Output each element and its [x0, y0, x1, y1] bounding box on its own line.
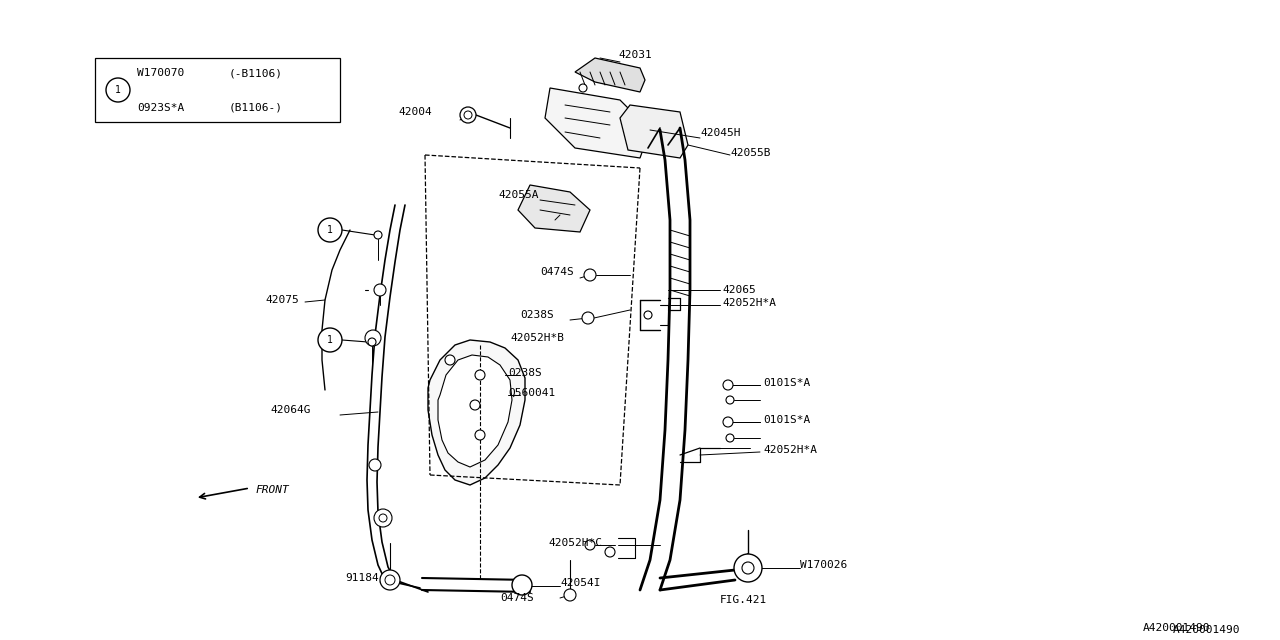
Circle shape [723, 380, 733, 390]
Text: FIG.421: FIG.421 [719, 595, 767, 605]
Text: W170070: W170070 [137, 68, 184, 78]
Circle shape [723, 417, 733, 427]
Circle shape [374, 509, 392, 527]
Text: 0101S*A: 0101S*A [763, 415, 810, 425]
Text: FRONT: FRONT [255, 485, 289, 495]
Text: 1: 1 [328, 335, 333, 345]
Circle shape [726, 396, 733, 404]
Circle shape [512, 575, 532, 595]
Polygon shape [428, 340, 525, 485]
Circle shape [470, 400, 480, 410]
Text: 1: 1 [328, 225, 333, 235]
Text: 42065: 42065 [722, 285, 755, 295]
Circle shape [742, 562, 754, 574]
Circle shape [564, 589, 576, 601]
Text: 0238S: 0238S [508, 368, 541, 378]
Text: 42054I: 42054I [561, 578, 600, 588]
Text: 42075: 42075 [265, 295, 298, 305]
Text: 0474S: 0474S [500, 593, 534, 603]
Circle shape [584, 269, 596, 281]
Text: A420001490: A420001490 [1172, 625, 1240, 635]
Circle shape [465, 111, 472, 119]
Text: 42052H*A: 42052H*A [763, 445, 817, 455]
Text: 0923S*A: 0923S*A [137, 103, 184, 113]
Text: 42004: 42004 [398, 107, 431, 117]
Polygon shape [518, 185, 590, 232]
Text: 0474S: 0474S [540, 267, 573, 277]
Circle shape [317, 328, 342, 352]
Text: W170026: W170026 [800, 560, 847, 570]
Text: 42052H*A: 42052H*A [722, 298, 776, 308]
Text: 1: 1 [115, 85, 120, 95]
Text: 42055B: 42055B [730, 148, 771, 158]
Circle shape [380, 570, 399, 590]
Circle shape [605, 547, 614, 557]
Circle shape [445, 355, 454, 365]
Circle shape [365, 330, 381, 346]
Circle shape [475, 430, 485, 440]
Circle shape [374, 284, 387, 296]
Circle shape [106, 78, 131, 102]
Circle shape [582, 312, 594, 324]
Polygon shape [575, 58, 645, 92]
Text: A420001490: A420001490 [1143, 623, 1210, 633]
Circle shape [475, 370, 485, 380]
Circle shape [579, 84, 588, 92]
Circle shape [460, 107, 476, 123]
Text: 42055A: 42055A [498, 190, 539, 200]
Polygon shape [545, 88, 650, 158]
Circle shape [369, 459, 381, 471]
Circle shape [369, 338, 376, 346]
Text: 42064G: 42064G [270, 405, 311, 415]
Text: 0238S: 0238S [520, 310, 554, 320]
Polygon shape [438, 355, 512, 467]
Circle shape [726, 434, 733, 442]
Text: 42052H*C: 42052H*C [548, 538, 602, 548]
Text: 42031: 42031 [618, 50, 652, 60]
Text: 42052H*B: 42052H*B [509, 333, 564, 343]
Text: 91184: 91184 [346, 573, 379, 583]
Text: 0101S*A: 0101S*A [763, 378, 810, 388]
Text: Q560041: Q560041 [508, 388, 556, 398]
Polygon shape [620, 105, 689, 158]
Text: 42045H: 42045H [700, 128, 741, 138]
Circle shape [385, 575, 396, 585]
Circle shape [379, 514, 387, 522]
Circle shape [317, 218, 342, 242]
Circle shape [644, 311, 652, 319]
Bar [95, 58, 340, 122]
Circle shape [733, 554, 762, 582]
Text: (-B1106): (-B1106) [229, 68, 283, 78]
Circle shape [374, 231, 381, 239]
Text: (B1106-): (B1106-) [229, 103, 283, 113]
Circle shape [585, 540, 595, 550]
